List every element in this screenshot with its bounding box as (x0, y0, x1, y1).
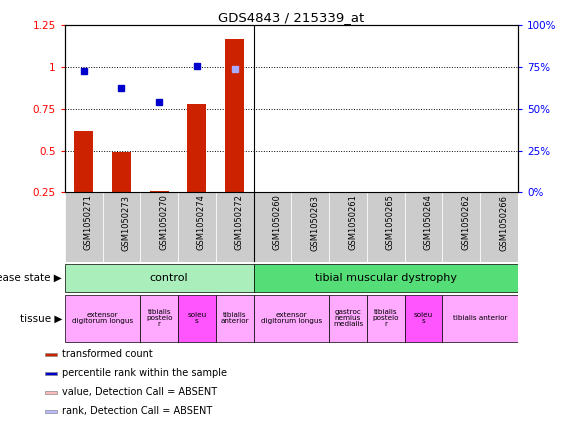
FancyBboxPatch shape (253, 295, 329, 342)
Text: tibialis
posteio
r: tibialis posteio r (373, 309, 399, 327)
FancyBboxPatch shape (140, 295, 178, 342)
Text: disease state ▶: disease state ▶ (0, 273, 62, 283)
Text: tibialis anterior: tibialis anterior (453, 315, 507, 321)
FancyBboxPatch shape (480, 192, 518, 262)
Text: GSM1050274: GSM1050274 (197, 195, 206, 250)
FancyBboxPatch shape (292, 192, 329, 262)
FancyBboxPatch shape (367, 192, 405, 262)
Text: GSM1050262: GSM1050262 (461, 195, 470, 250)
FancyBboxPatch shape (443, 192, 480, 262)
Bar (45, 371, 57, 375)
Text: GSM1050272: GSM1050272 (235, 195, 244, 250)
FancyBboxPatch shape (178, 295, 216, 342)
Text: percentile rank within the sample: percentile rank within the sample (62, 368, 227, 378)
Bar (45, 352, 57, 356)
Text: GSM1050266: GSM1050266 (499, 195, 508, 250)
FancyBboxPatch shape (253, 264, 518, 292)
Text: soleu
s: soleu s (414, 312, 433, 324)
FancyBboxPatch shape (65, 264, 253, 292)
FancyBboxPatch shape (216, 295, 253, 342)
FancyBboxPatch shape (178, 192, 216, 262)
Text: GSM1050273: GSM1050273 (122, 195, 131, 250)
Text: soleu
s: soleu s (187, 312, 207, 324)
Text: control: control (149, 273, 188, 283)
FancyBboxPatch shape (443, 295, 518, 342)
Text: rank, Detection Call = ABSENT: rank, Detection Call = ABSENT (62, 406, 212, 416)
FancyBboxPatch shape (140, 192, 178, 262)
FancyBboxPatch shape (405, 295, 443, 342)
Text: GSM1050260: GSM1050260 (272, 195, 282, 250)
Bar (45, 409, 57, 413)
FancyBboxPatch shape (65, 295, 140, 342)
Text: transformed count: transformed count (62, 349, 153, 359)
FancyBboxPatch shape (329, 192, 367, 262)
Text: GSM1050265: GSM1050265 (386, 195, 395, 250)
Bar (45, 390, 57, 394)
FancyBboxPatch shape (102, 192, 140, 262)
Text: GSM1050264: GSM1050264 (423, 195, 432, 250)
Text: tissue ▶: tissue ▶ (20, 313, 62, 323)
Bar (187, 104, 207, 192)
Text: GSM1050271: GSM1050271 (84, 195, 93, 250)
FancyBboxPatch shape (216, 192, 253, 262)
Text: GSM1050261: GSM1050261 (348, 195, 357, 250)
Bar (112, 152, 131, 192)
Text: tibialis
anterior: tibialis anterior (220, 312, 249, 324)
FancyBboxPatch shape (405, 192, 443, 262)
Bar (225, 39, 244, 192)
FancyBboxPatch shape (329, 295, 367, 342)
Text: extensor
digitorum longus: extensor digitorum longus (72, 312, 133, 324)
Text: gastroc
nemius
medialis: gastroc nemius medialis (333, 309, 363, 327)
Text: tibial muscular dystrophy: tibial muscular dystrophy (315, 273, 457, 283)
FancyBboxPatch shape (253, 192, 292, 262)
Bar (150, 191, 168, 192)
Text: tibialis
posteio
r: tibialis posteio r (146, 309, 172, 327)
Text: extensor
digitorum longus: extensor digitorum longus (261, 312, 322, 324)
Text: GSM1050263: GSM1050263 (310, 195, 319, 250)
FancyBboxPatch shape (367, 295, 405, 342)
Bar (74, 131, 93, 192)
FancyBboxPatch shape (65, 192, 102, 262)
Text: GSM1050270: GSM1050270 (159, 195, 168, 250)
Title: GDS4843 / 215339_at: GDS4843 / 215339_at (218, 11, 364, 24)
Text: value, Detection Call = ABSENT: value, Detection Call = ABSENT (62, 387, 217, 397)
